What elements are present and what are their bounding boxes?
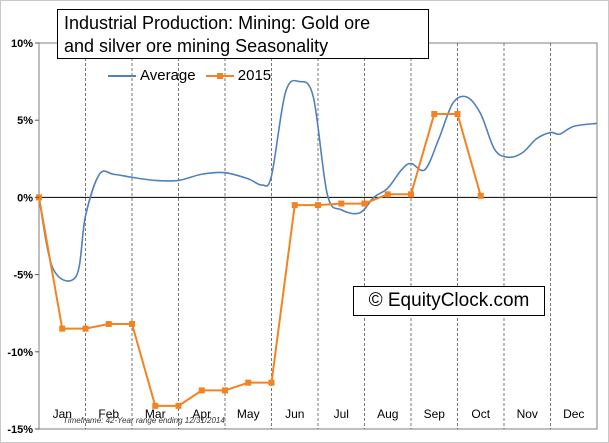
series-2015-point [245, 379, 252, 386]
series-2015-point [59, 325, 66, 332]
x-tick-label: Jul [334, 407, 349, 421]
series-2015-point [384, 191, 391, 198]
series-2015-point [82, 325, 89, 332]
legend-swatch-average [108, 71, 136, 81]
series-2015-point [175, 402, 182, 409]
x-tick-label: Jun [285, 407, 304, 421]
legend-label-average: Average [140, 67, 196, 84]
legend-swatch-2015 [205, 71, 234, 81]
series-2015-point [129, 321, 135, 328]
watermark: © EquityClock.com [353, 286, 545, 316]
series-2015-point [315, 202, 321, 209]
series-2015-point [268, 379, 275, 386]
legend-item-average: Average [108, 67, 196, 84]
chart-title-line-1: Industrial Production: Mining: Gold ore [64, 13, 371, 33]
x-tick-label: May [237, 407, 260, 421]
series-2015-point [291, 202, 298, 209]
y-tick-label: -15% [7, 424, 33, 436]
legend-label-2015: 2015 [237, 67, 272, 84]
y-tick-label: 5% [17, 115, 33, 127]
series-2015-line [38, 113, 482, 407]
x-tick-label: Oct [471, 407, 490, 421]
y-tick-label: 10% [11, 38, 33, 50]
x-tick-label: Apr [192, 407, 211, 421]
series-average-line [38, 79, 598, 282]
series-2015-point [477, 192, 484, 199]
legend-item-2015: 2015 [205, 67, 272, 84]
y-tick-label: 0% [17, 192, 33, 204]
series-2015-point [152, 402, 159, 409]
series-2015-point [222, 387, 228, 394]
series-2015-point [105, 321, 112, 328]
series-2015-point [454, 111, 461, 118]
x-tick-label: Sep [424, 407, 446, 421]
grid-layer [38, 42, 598, 430]
x-tick-label: Dec [563, 407, 584, 421]
series-2015-point [408, 191, 414, 198]
x-tick-label: Mar [145, 407, 166, 421]
series-layer [36, 79, 598, 409]
series-2015-point [338, 200, 345, 207]
series-2015-point [361, 200, 368, 207]
x-tick-label: Aug [377, 407, 398, 421]
series-2015-point [198, 387, 205, 394]
x-tick-label: Nov [517, 407, 538, 421]
y-tick-label: -5% [13, 270, 33, 282]
x-tick-label: Jan [53, 407, 72, 421]
chart-title-line-2: and silver ore mining Seasonality [64, 36, 329, 56]
legend: Average 2015 [108, 67, 277, 85]
y-tick-label: -10% [7, 347, 33, 359]
axis-layer: 10% 5% 0% -5% -10% -15% Jan Feb Mar Apr May Jun Jul A… [7, 38, 584, 436]
x-tick-label: Feb [98, 407, 119, 421]
series-2015-point [431, 111, 438, 118]
chart-title: Industrial Production: Mining: Gold ore … [57, 9, 429, 59]
footnote: Timeframe: 42-Year range ending 12/31/20… [63, 416, 225, 425]
